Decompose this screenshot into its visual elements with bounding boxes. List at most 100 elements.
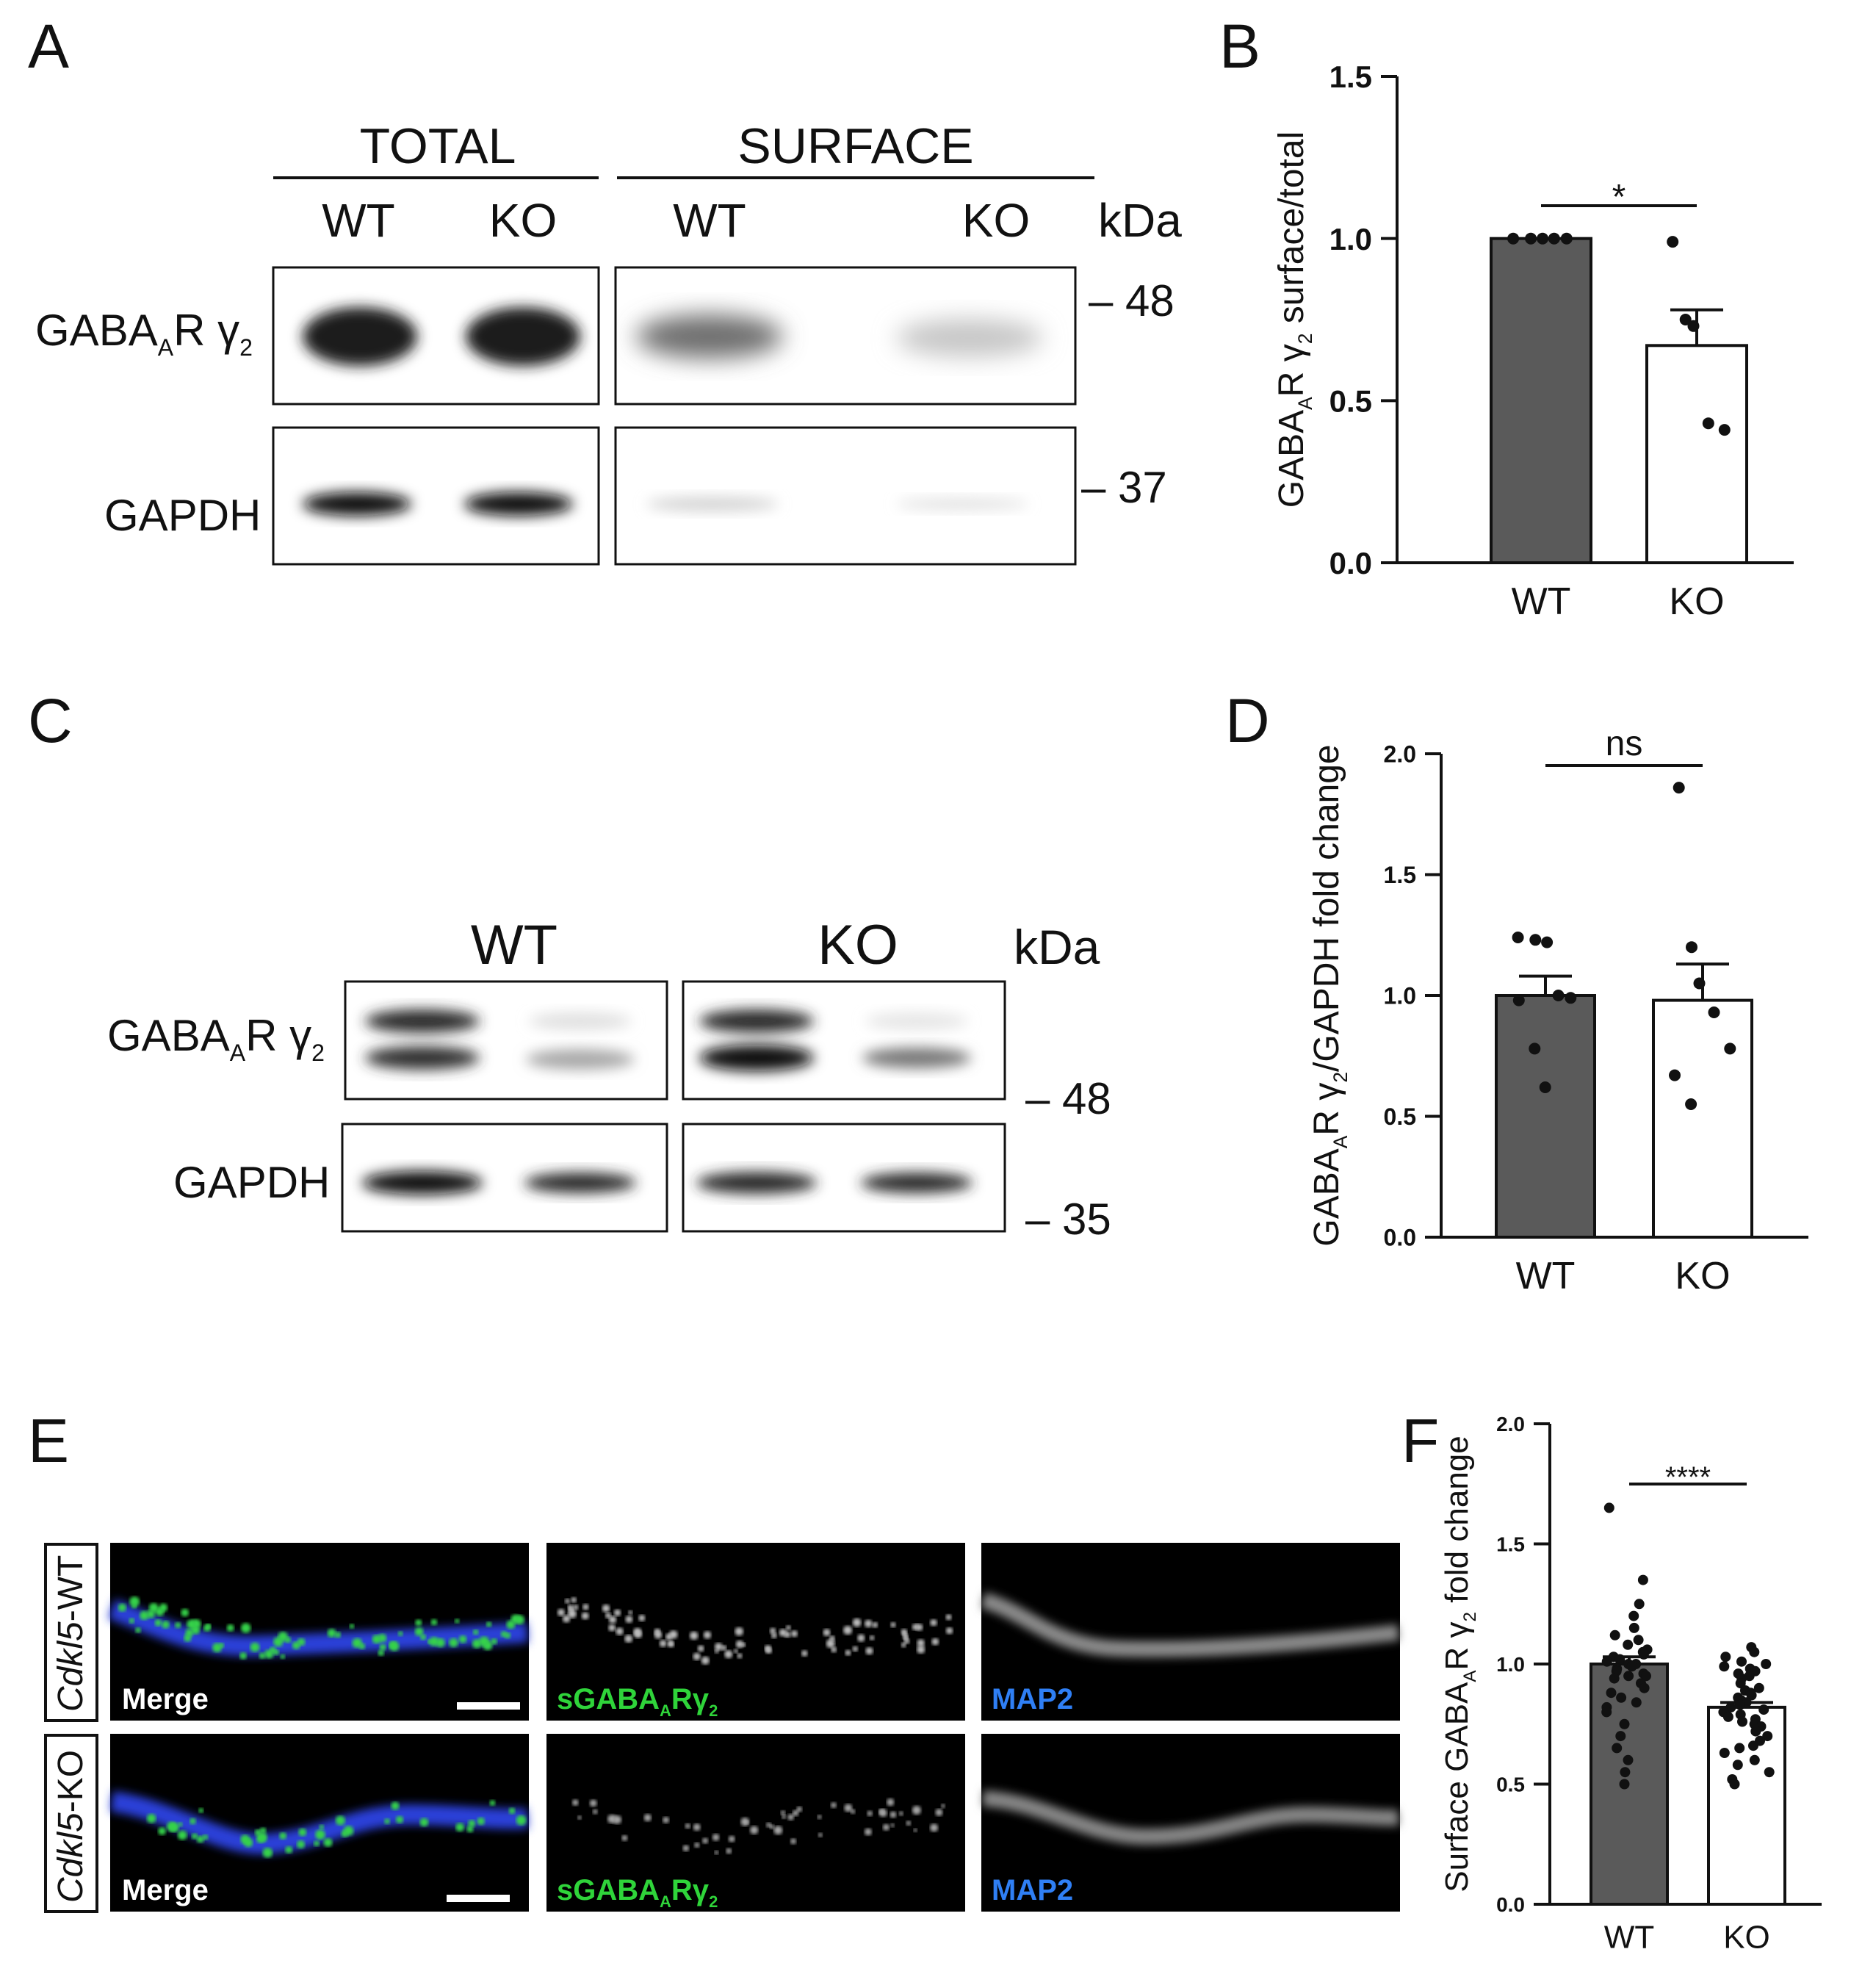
punctum	[557, 1608, 565, 1616]
lane-label-surface-ko: KO	[962, 194, 1030, 247]
punctum	[624, 1635, 633, 1643]
punctum	[298, 1828, 307, 1837]
row-label-gapdh-c: GAPDH	[173, 1158, 330, 1207]
data-point	[1719, 1748, 1730, 1758]
punctum	[734, 1649, 738, 1654]
data-point	[1507, 232, 1520, 245]
bands-c	[362, 1009, 973, 1195]
punctum	[792, 1809, 799, 1817]
punctum	[890, 1622, 896, 1628]
data-point	[1724, 1042, 1736, 1055]
marker-48-c: – 48	[1025, 1074, 1111, 1123]
punctum	[744, 1820, 749, 1825]
band	[896, 319, 1043, 357]
punctum	[906, 1820, 912, 1826]
significance-label: ****	[1665, 1461, 1711, 1494]
data-point	[1565, 992, 1577, 1004]
punctum	[343, 1826, 354, 1836]
y-axis-label-part: GABA	[1272, 410, 1311, 508]
sgaba-label-ko: sGABAARγ2	[557, 1874, 718, 1911]
punctum	[669, 1630, 678, 1639]
data-point	[1673, 782, 1685, 794]
punctum	[239, 1652, 247, 1660]
punctum	[118, 1603, 126, 1612]
map2-dendrite-wt	[980, 1592, 1400, 1657]
punctum	[602, 1605, 610, 1613]
punctum	[589, 1799, 597, 1807]
data-point	[1633, 1635, 1644, 1646]
punctum	[890, 1823, 895, 1828]
punctum	[831, 1802, 837, 1809]
punctum	[573, 1605, 579, 1610]
punctum	[582, 1604, 589, 1610]
map2-label-wt: MAP2	[992, 1683, 1073, 1715]
panel-c-blot: WT KO kDa GABAAR γ2 GAPDH – 48 – 35	[107, 914, 1111, 1244]
punctum	[270, 1646, 276, 1654]
punctum	[177, 1830, 187, 1840]
punctum	[131, 1603, 137, 1609]
y-tick-label: 0.0	[1384, 1225, 1416, 1251]
blot-a-surface-gapdh	[614, 426, 1077, 566]
data-point	[1619, 1779, 1630, 1790]
punctum	[682, 1845, 690, 1851]
data-point	[1729, 1779, 1740, 1790]
data-point	[1619, 1718, 1630, 1729]
data-point	[1761, 1659, 1772, 1669]
punctum	[158, 1827, 166, 1835]
punctum	[735, 1627, 743, 1636]
punctum	[844, 1804, 853, 1812]
y-tick-label: 1.5	[1384, 862, 1416, 888]
panel-letter-c: C	[28, 686, 73, 755]
band	[303, 307, 417, 366]
punctum	[782, 1814, 787, 1819]
punctum	[852, 1618, 862, 1627]
data-point	[1641, 1671, 1651, 1682]
punctum	[196, 1835, 204, 1843]
punctum	[262, 1848, 273, 1858]
punctum	[175, 1622, 181, 1629]
punctum	[278, 1632, 288, 1642]
punctum	[146, 1813, 156, 1823]
data-point	[1686, 941, 1697, 954]
merge-label-ko: Merge	[122, 1874, 209, 1906]
data-point	[1762, 1731, 1773, 1742]
punctum	[796, 1806, 802, 1812]
marker-37-a: – 37	[1081, 463, 1167, 512]
data-point	[1753, 1682, 1764, 1693]
bar-ko	[1652, 998, 1753, 1239]
punctum	[319, 1824, 325, 1830]
punctum	[945, 1627, 953, 1635]
chart-f: 0.0 0.5 1.0 1.5 2.0 WT KO **** Surface GABAAR γ2…	[1439, 1413, 1822, 1955]
punctum	[726, 1848, 732, 1854]
punctum	[415, 1619, 422, 1627]
group-label-total: TOTAL	[360, 118, 516, 174]
punctum	[930, 1619, 937, 1627]
punctum	[766, 1822, 771, 1828]
punctum	[466, 1825, 474, 1833]
punctum	[378, 1633, 387, 1643]
punctum	[697, 1645, 704, 1652]
lane-label-total-wt: WT	[322, 194, 395, 247]
punctum	[185, 1629, 194, 1638]
y-axis-label-part: Surface GABA	[1439, 1682, 1475, 1892]
y-tick-label: 2.0	[1384, 741, 1416, 768]
x-tick-label: WT	[1512, 580, 1571, 623]
punctum	[903, 1638, 910, 1644]
sgaba-puncta-ko	[572, 1798, 945, 1855]
punctum	[773, 1826, 783, 1835]
data-point	[1749, 1754, 1760, 1765]
group-label-surface: SURFACE	[737, 118, 973, 174]
punctum	[240, 1834, 250, 1845]
data-point	[1606, 1688, 1617, 1699]
punctum	[419, 1818, 429, 1827]
punctum	[721, 1645, 727, 1651]
punctum	[389, 1641, 397, 1649]
significance-label: ns	[1606, 724, 1643, 763]
y-axis-label-part: 2	[1460, 1612, 1480, 1621]
punctum	[628, 1610, 633, 1615]
data-point	[1637, 1574, 1648, 1585]
punctum	[581, 1612, 589, 1620]
punctum	[882, 1823, 890, 1831]
punctum	[256, 1834, 265, 1843]
